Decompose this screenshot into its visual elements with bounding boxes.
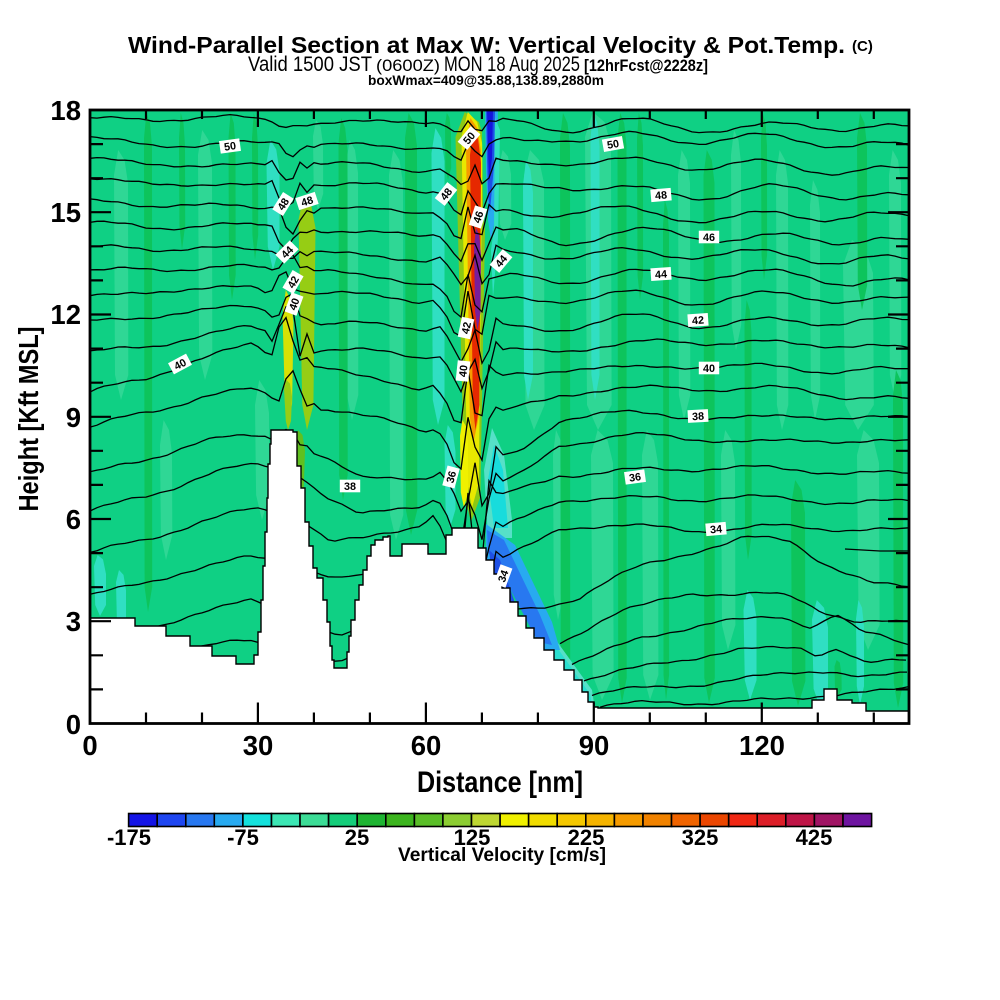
- svg-text:25: 25: [345, 825, 369, 850]
- svg-text:42: 42: [692, 314, 705, 327]
- svg-text:48: 48: [275, 196, 292, 213]
- svg-text:46: 46: [471, 210, 486, 225]
- svg-text:[12hrFcst@2228z]: [12hrFcst@2228z]: [584, 57, 708, 75]
- svg-text:44: 44: [493, 253, 510, 270]
- svg-text:30: 30: [243, 730, 274, 761]
- svg-text:36: 36: [445, 470, 460, 485]
- svg-text:3: 3: [66, 606, 81, 637]
- svg-text:9: 9: [66, 402, 81, 433]
- svg-text:34: 34: [710, 523, 723, 536]
- svg-text:225: 225: [568, 825, 605, 850]
- svg-text:42: 42: [286, 274, 302, 290]
- svg-text:36: 36: [628, 471, 642, 485]
- svg-text:Vertical Velocity [cm/s]: Vertical Velocity [cm/s]: [398, 844, 606, 866]
- svg-text:44: 44: [279, 244, 296, 261]
- svg-text:18: 18: [50, 95, 81, 126]
- svg-text:Height [Kft MSL]: Height [Kft MSL]: [13, 327, 44, 512]
- svg-text:Valid 1500 JST: Valid 1500 JST: [248, 53, 372, 76]
- svg-text:(0600Z): (0600Z): [376, 57, 440, 75]
- svg-text:48: 48: [438, 186, 455, 203]
- svg-text:40: 40: [703, 363, 715, 375]
- svg-text:Wind-Parallel Section at Max W: Wind-Parallel Section at Max W: Vertical…: [128, 32, 845, 58]
- svg-text:38: 38: [692, 411, 705, 424]
- svg-text:46: 46: [703, 232, 715, 244]
- svg-text:125: 125: [454, 825, 491, 850]
- svg-text:6: 6: [66, 504, 81, 535]
- svg-text:-175: -175: [107, 825, 151, 850]
- svg-text:boxWmax=409@35.88,138.89,2880m: boxWmax=409@35.88,138.89,2880m: [368, 72, 604, 88]
- svg-text:MON 18 Aug 2025: MON 18 Aug 2025: [444, 53, 580, 76]
- svg-text:34: 34: [496, 569, 511, 584]
- svg-text:48: 48: [655, 189, 668, 202]
- svg-text:38: 38: [344, 481, 356, 493]
- svg-text:40: 40: [172, 357, 188, 373]
- svg-text:0: 0: [82, 730, 97, 761]
- svg-text:0: 0: [66, 709, 81, 740]
- svg-text:12: 12: [50, 299, 81, 330]
- svg-text:42: 42: [460, 321, 474, 335]
- svg-text:(C): (C): [852, 38, 873, 55]
- svg-text:50: 50: [606, 138, 620, 152]
- svg-text:44: 44: [655, 268, 668, 281]
- svg-text:15: 15: [50, 197, 81, 228]
- svg-text:120: 120: [739, 730, 785, 761]
- svg-text:50: 50: [223, 140, 237, 154]
- svg-text:48: 48: [300, 194, 315, 209]
- svg-text:50: 50: [461, 130, 478, 147]
- svg-text:40: 40: [457, 364, 470, 377]
- svg-text:Distance [nm]: Distance [nm]: [417, 766, 583, 799]
- svg-text:60: 60: [411, 730, 442, 761]
- svg-text:425: 425: [796, 825, 833, 850]
- svg-text:-75: -75: [227, 825, 259, 850]
- svg-text:90: 90: [579, 730, 610, 761]
- svg-text:325: 325: [682, 825, 719, 850]
- svg-text:40: 40: [287, 297, 302, 312]
